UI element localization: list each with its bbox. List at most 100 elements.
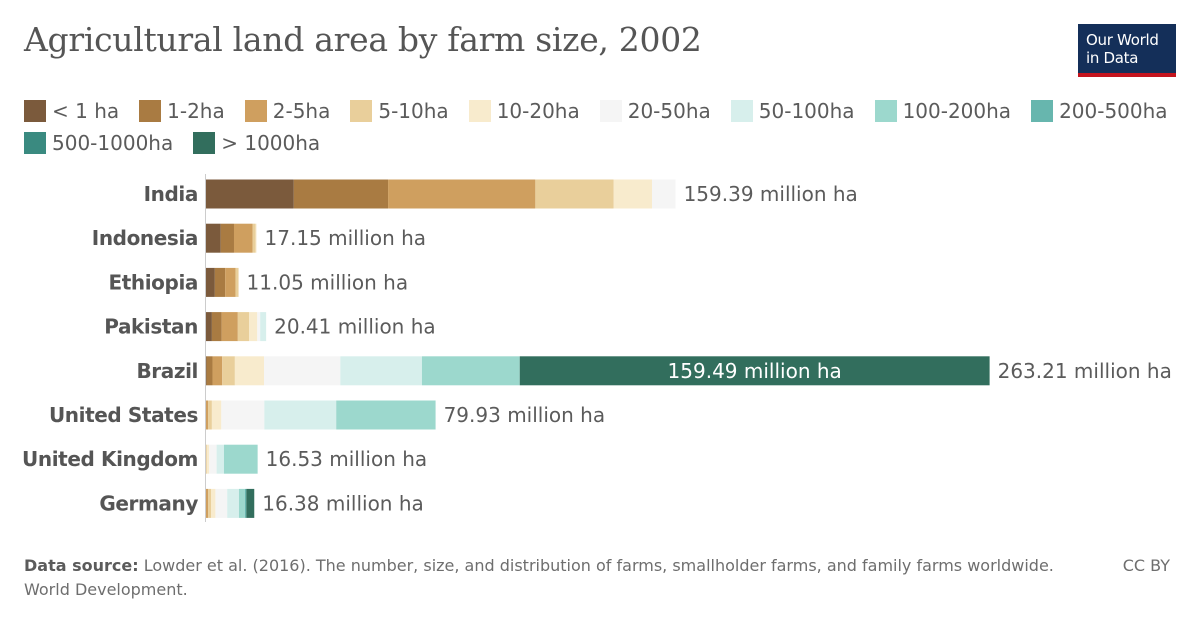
bar-segment <box>388 179 536 209</box>
legend-item[interactable]: 200-500ha <box>1031 98 1168 124</box>
bar-segment <box>222 356 235 386</box>
legend-swatch <box>1031 100 1054 122</box>
bar-segment <box>252 223 256 253</box>
chart-legend: < 1 ha 1-2ha 2-5ha 5-10ha 10-20ha 20-50ha 50-1… <box>24 98 1174 156</box>
category-label: Brazil <box>136 359 198 383</box>
bar-segment <box>223 444 258 474</box>
legend-label: 500-1000ha <box>52 131 174 155</box>
bar-segment <box>613 179 652 209</box>
bar-segment <box>519 356 990 386</box>
bar-segment <box>206 312 212 342</box>
bar-segment <box>206 179 294 209</box>
bar-segment <box>237 312 250 342</box>
legend-label: < 1 ha <box>52 99 120 123</box>
legend-label: 100-200ha <box>902 99 1012 123</box>
bar-segment <box>221 400 265 430</box>
category-label: Ethiopia <box>108 270 198 294</box>
logo-line-1: Our World <box>1086 31 1159 49</box>
legend-swatch <box>874 100 897 122</box>
bar-segment <box>260 312 267 342</box>
total-value-label: 20.41 million ha <box>274 315 436 339</box>
chart-title: Agricultural land area by farm size, 200… <box>24 20 702 59</box>
category-label: United States <box>49 403 198 427</box>
legend-item[interactable]: 100-200ha <box>874 98 1012 124</box>
legend-label: 2-5ha <box>272 99 331 123</box>
legend-swatch <box>193 132 216 154</box>
bar-segment <box>535 179 614 209</box>
legend-swatch <box>730 100 753 122</box>
bar-segment <box>212 356 223 386</box>
legend-item[interactable]: 1-2ha <box>139 98 225 124</box>
total-value-label: 11.05 million ha <box>247 270 409 294</box>
bar-segment <box>206 356 213 386</box>
legend-swatch <box>244 100 267 122</box>
bar-segment <box>264 400 337 430</box>
bar-segment <box>255 223 257 253</box>
bar-segment <box>206 400 209 430</box>
legend-label: 1-2ha <box>167 99 225 123</box>
legend-label: > 1000ha <box>221 131 321 155</box>
legend-item[interactable]: 5-10ha <box>350 98 449 124</box>
stacked-bar-chart: India 159.39 million ha Indonesia 17.15 mil… <box>22 174 1172 522</box>
bar-segment <box>257 312 261 342</box>
bar-segment <box>264 356 341 386</box>
inline-value-label: 159.49 million ha <box>668 359 842 383</box>
bar-segment <box>206 488 209 518</box>
bar-segment <box>293 179 389 209</box>
legend-item[interactable]: 2-5ha <box>244 98 331 124</box>
legend-swatch <box>599 100 622 122</box>
total-value-label: 159.39 million ha <box>684 182 858 206</box>
legend-swatch <box>468 100 491 122</box>
bar-segment <box>216 444 224 474</box>
license-link[interactable]: CC BY <box>1122 556 1170 575</box>
bar-segment <box>211 488 216 518</box>
total-value-label: 263.21 million ha <box>998 359 1172 383</box>
bar-segment <box>421 356 520 386</box>
bar-segment <box>249 312 258 342</box>
total-value-label: 79.93 million ha <box>444 403 606 427</box>
bar-segment <box>214 267 226 297</box>
bar-segment <box>234 356 265 386</box>
legend-item[interactable]: > 1000ha <box>193 130 320 156</box>
bar-segment <box>208 400 212 430</box>
logo-line-2: in Data <box>1086 49 1139 67</box>
bar-segment <box>227 488 239 518</box>
total-value-label: 16.38 million ha <box>262 491 424 515</box>
legend-swatch <box>24 100 46 122</box>
bar-segment <box>206 223 221 253</box>
category-label: Pakistan <box>104 315 198 339</box>
bar-segment <box>244 488 247 518</box>
bar-segment <box>211 312 222 342</box>
legend-swatch <box>139 100 162 122</box>
legend-swatch <box>350 100 373 122</box>
legend-item[interactable]: 50-100ha <box>730 98 855 124</box>
legend-item[interactable]: 20-50ha <box>599 98 711 124</box>
bar-segment <box>215 488 228 518</box>
bar-segment <box>336 400 436 430</box>
data-source-text: Lowder et al. (2016). The number, size, … <box>24 556 1054 599</box>
category-label: United Kingdom <box>22 447 198 471</box>
legend-item[interactable]: < 1 ha <box>24 98 119 124</box>
bar-segment <box>206 444 210 474</box>
bar-segment <box>206 267 215 297</box>
bar-segment <box>651 179 676 209</box>
total-value-label: 17.15 million ha <box>265 226 427 250</box>
bar-segment <box>246 488 255 518</box>
bar-segment <box>238 488 245 518</box>
legend-label: 50-100ha <box>758 99 855 123</box>
bar-segment <box>211 400 222 430</box>
total-value-label: 16.53 million ha <box>266 447 428 471</box>
legend-label: 5-10ha <box>378 99 449 123</box>
bar-segment <box>206 444 207 474</box>
our-world-in-data-logo[interactable]: Our World in Data <box>1078 24 1176 77</box>
legend-swatch <box>24 132 46 154</box>
legend-label: 20-50ha <box>627 99 711 123</box>
category-label: Germany <box>99 491 198 515</box>
legend-label: 10-20ha <box>496 99 580 123</box>
bar-segment <box>220 223 234 253</box>
bar-segment <box>233 223 253 253</box>
bar-segment <box>340 356 422 386</box>
bar-segment <box>206 356 207 386</box>
legend-item[interactable]: 10-20ha <box>468 98 580 124</box>
legend-item[interactable]: 500-1000ha <box>24 130 173 156</box>
